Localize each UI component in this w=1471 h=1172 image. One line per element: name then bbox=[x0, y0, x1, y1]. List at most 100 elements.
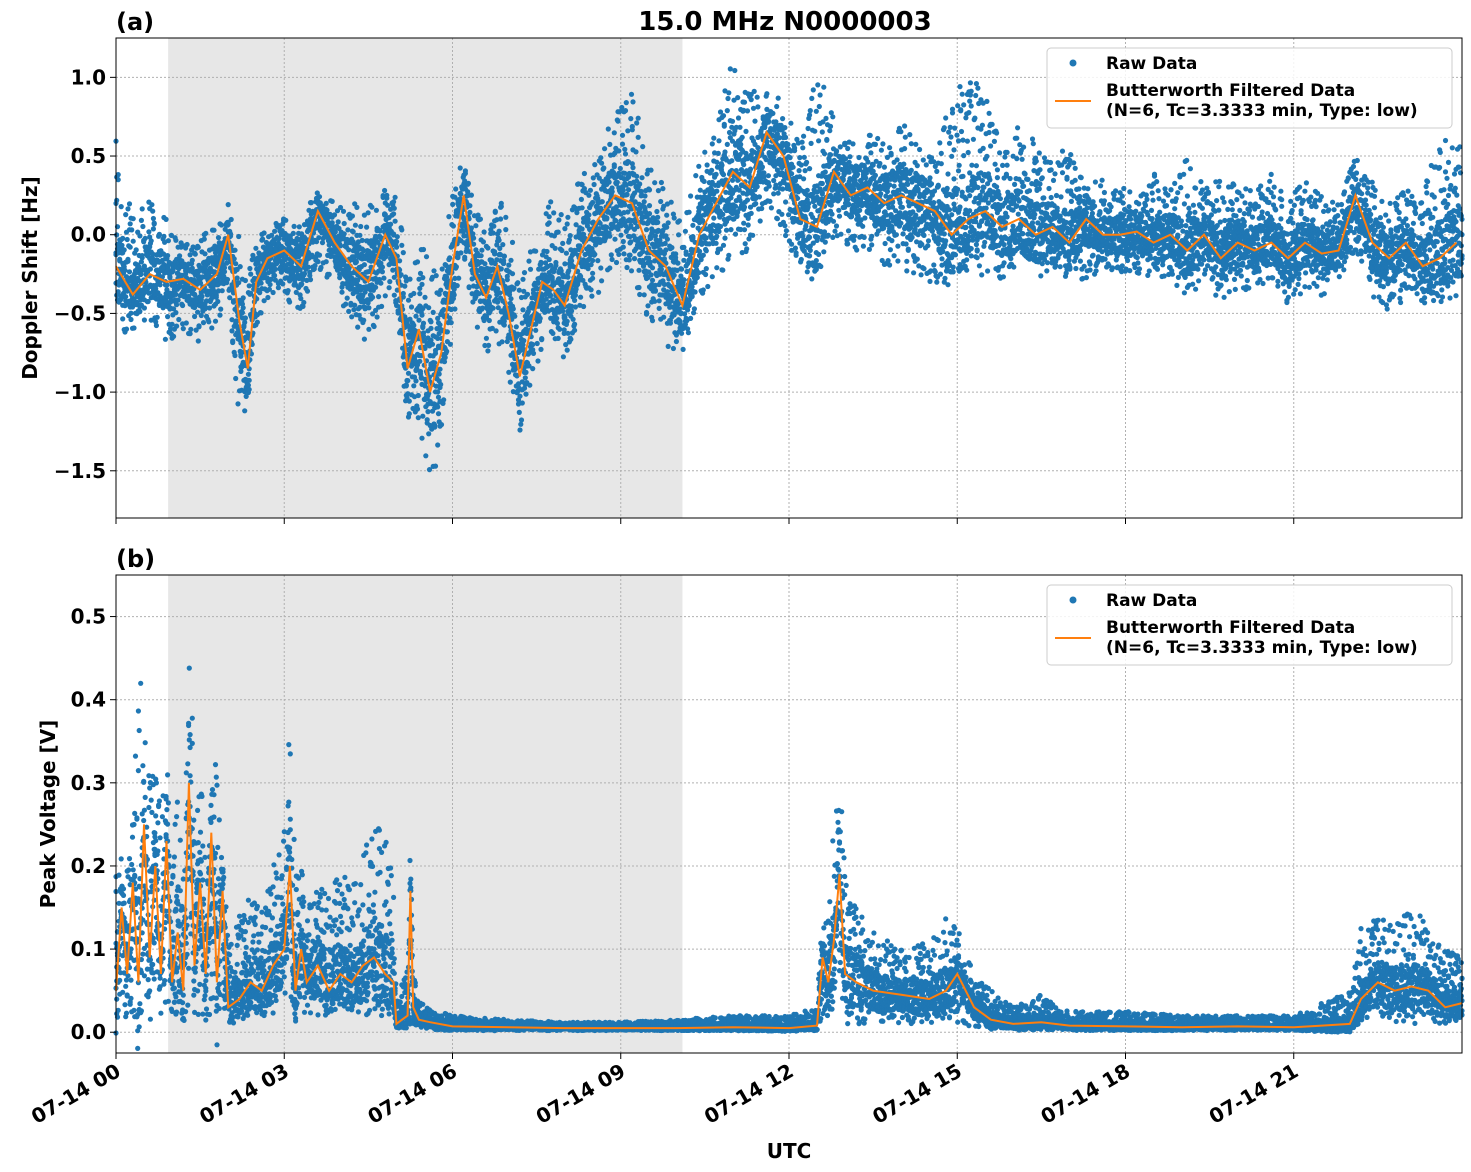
raw-data-point bbox=[801, 133, 807, 139]
raw-data-point bbox=[680, 346, 686, 352]
raw-data-point bbox=[768, 205, 775, 211]
raw-data-point bbox=[655, 219, 661, 225]
raw-data-point bbox=[748, 97, 754, 103]
raw-data-point bbox=[435, 389, 441, 395]
raw-data-point bbox=[428, 325, 434, 331]
raw-data-point bbox=[550, 330, 556, 336]
raw-data-point bbox=[555, 229, 561, 235]
raw-data-point bbox=[450, 223, 456, 229]
raw-data-point bbox=[516, 409, 522, 415]
raw-data-point bbox=[246, 386, 252, 393]
raw-data-point bbox=[125, 206, 131, 212]
raw-data-point bbox=[812, 203, 818, 209]
raw-data-point bbox=[485, 348, 491, 354]
raw-data-point bbox=[635, 115, 641, 121]
raw-data-point bbox=[599, 160, 605, 166]
raw-data-point bbox=[345, 227, 351, 233]
raw-data-point bbox=[424, 417, 430, 423]
raw-data-point bbox=[420, 275, 426, 281]
raw-data-point bbox=[690, 222, 696, 228]
raw-data-point bbox=[545, 204, 552, 210]
raw-data-point bbox=[745, 222, 751, 228]
raw-data-point bbox=[530, 341, 536, 348]
raw-data-point bbox=[436, 371, 442, 377]
raw-data-point bbox=[656, 298, 662, 304]
raw-data-point bbox=[611, 130, 617, 136]
raw-data-point bbox=[634, 120, 640, 126]
raw-data-point bbox=[789, 171, 795, 177]
raw-data-point bbox=[150, 215, 156, 222]
raw-data-point bbox=[361, 317, 367, 323]
raw-data-point bbox=[586, 192, 592, 198]
raw-data-point bbox=[673, 338, 680, 345]
raw-data-point bbox=[357, 232, 363, 238]
raw-data-point bbox=[479, 247, 485, 253]
raw-data-point bbox=[406, 411, 412, 417]
raw-data-point bbox=[473, 223, 479, 229]
raw-data-point bbox=[750, 105, 757, 111]
raw-data-point bbox=[741, 220, 747, 226]
raw-data-point bbox=[697, 187, 703, 193]
raw-data-point bbox=[167, 275, 173, 281]
raw-data-point bbox=[130, 216, 136, 222]
raw-data-point bbox=[681, 277, 687, 283]
raw-data-point bbox=[517, 427, 523, 433]
raw-data-point bbox=[239, 310, 245, 316]
raw-data-point bbox=[520, 276, 526, 282]
raw-data-point bbox=[315, 259, 321, 265]
raw-data-point bbox=[138, 259, 144, 265]
raw-data-point bbox=[720, 242, 727, 248]
raw-data-point bbox=[559, 247, 565, 254]
raw-data-point bbox=[386, 285, 392, 291]
raw-data-point bbox=[726, 252, 732, 258]
raw-data-point bbox=[217, 312, 223, 318]
raw-data-point bbox=[607, 141, 613, 147]
raw-data-point bbox=[709, 141, 715, 147]
raw-data-point bbox=[485, 245, 491, 251]
raw-data-point bbox=[504, 277, 510, 283]
raw-data-point bbox=[692, 289, 698, 295]
raw-data-point bbox=[240, 305, 246, 311]
raw-data-point bbox=[527, 266, 534, 272]
raw-data-point bbox=[628, 268, 635, 274]
raw-data-point bbox=[631, 256, 638, 262]
raw-data-point bbox=[664, 212, 670, 218]
raw-data-point bbox=[417, 358, 423, 364]
raw-data-point bbox=[446, 214, 452, 220]
raw-data-point bbox=[578, 196, 585, 202]
raw-data-point bbox=[426, 431, 432, 437]
raw-data-point bbox=[675, 260, 681, 266]
raw-data-point bbox=[751, 88, 757, 94]
raw-data-point bbox=[123, 326, 130, 332]
raw-data-point bbox=[137, 233, 143, 239]
raw-data-point bbox=[242, 277, 248, 284]
raw-data-point bbox=[729, 118, 736, 124]
raw-data-point bbox=[579, 226, 585, 232]
raw-data-point bbox=[123, 294, 129, 300]
raw-data-point bbox=[506, 262, 512, 268]
raw-data-point bbox=[496, 237, 502, 243]
raw-data-point bbox=[579, 205, 585, 211]
raw-data-point bbox=[478, 253, 484, 259]
raw-data-point bbox=[807, 166, 813, 172]
raw-data-point bbox=[115, 172, 121, 178]
raw-data-point bbox=[392, 218, 398, 224]
raw-data-point bbox=[717, 223, 724, 230]
raw-data-point bbox=[648, 167, 654, 173]
raw-data-point bbox=[465, 180, 471, 186]
raw-data-point bbox=[453, 186, 459, 192]
raw-data-point bbox=[637, 291, 643, 298]
raw-data-point bbox=[649, 265, 656, 271]
raw-data-point bbox=[807, 253, 813, 259]
raw-data-point bbox=[466, 284, 472, 290]
raw-data-point bbox=[554, 320, 561, 326]
raw-data-point bbox=[442, 354, 448, 361]
raw-data-point bbox=[480, 239, 486, 245]
raw-data-point bbox=[641, 292, 647, 298]
raw-data-point bbox=[411, 290, 417, 297]
raw-data-point bbox=[716, 228, 722, 235]
raw-data-point bbox=[199, 293, 205, 299]
raw-data-point bbox=[643, 311, 650, 317]
raw-data-point bbox=[535, 358, 541, 364]
raw-data-point bbox=[833, 148, 840, 155]
